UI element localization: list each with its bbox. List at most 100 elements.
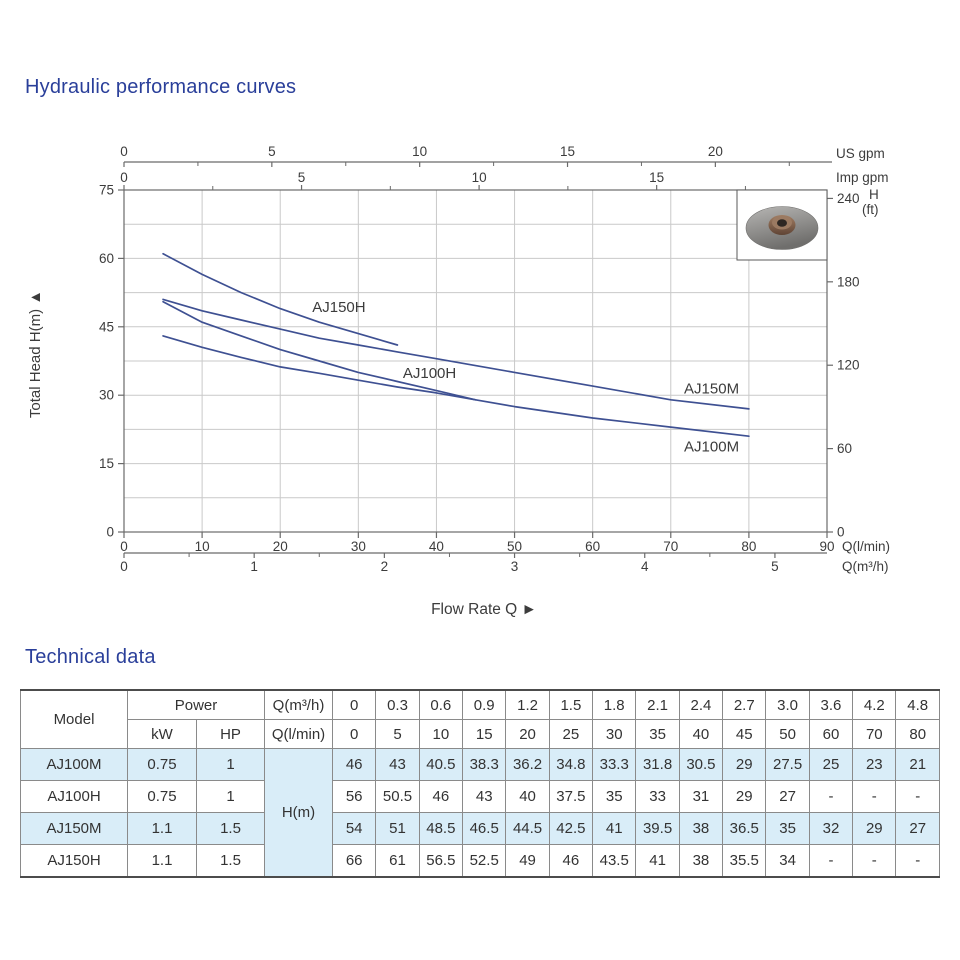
h-value: 51 bbox=[375, 812, 420, 845]
h-value: 23 bbox=[852, 748, 897, 781]
x-tick-label-lpm: 60 bbox=[585, 539, 600, 554]
h-value: 33 bbox=[635, 780, 680, 813]
x-tick-label-m3h: 1 bbox=[250, 559, 258, 574]
x-tick-label-lpm: 50 bbox=[507, 539, 522, 554]
h-value: 46 bbox=[548, 844, 594, 878]
x-tick-label-usgpm: 15 bbox=[560, 144, 575, 159]
q-lmin-value: 40 bbox=[678, 719, 724, 749]
x-tick-label-impgpm: 15 bbox=[649, 170, 664, 185]
h-value: 31 bbox=[678, 780, 724, 813]
h-value: 29 bbox=[722, 780, 767, 813]
q-m3h-value: 2.1 bbox=[635, 689, 680, 720]
x-axis-label-lpm: Q(l/min) bbox=[842, 539, 890, 554]
y-axis-title: Total Head H(m) ▲ bbox=[27, 290, 44, 418]
q-m3h-value: 2.4 bbox=[678, 689, 724, 720]
kw-cell: 0.75 bbox=[127, 780, 197, 813]
q-lmin-value: 25 bbox=[548, 719, 594, 749]
h-value: 43 bbox=[375, 748, 420, 781]
h-value: 36.2 bbox=[505, 748, 550, 781]
h-value: 46 bbox=[331, 748, 377, 781]
q-lmin-value: 0 bbox=[331, 719, 377, 749]
x-tick-label-m3h: 5 bbox=[771, 559, 779, 574]
table-header-row: Model Power Q(m³/h) 0 0.3 0.6 0.9 1.2 1.5 1.8 2.1 2… bbox=[20, 689, 940, 749]
h-value: 46 bbox=[418, 780, 464, 813]
h-value: 41 bbox=[592, 812, 637, 845]
h-value: 35.5 bbox=[722, 844, 767, 878]
curve-label-AJ100M: AJ100M bbox=[684, 438, 739, 455]
q-m3h-value: 0 bbox=[331, 689, 377, 720]
x-tick-label-m3h: 0 bbox=[120, 559, 128, 574]
h-value: 21 bbox=[895, 748, 940, 781]
q-m3h-value: 2.7 bbox=[722, 689, 767, 720]
table-row-AJ150M: AJ150M 1.1 1.5 54 51 48.5 46.5 44.5 42.5 41 39.5 38… bbox=[20, 812, 940, 845]
y-axis-label-h: H bbox=[869, 187, 879, 202]
h-value: 43 bbox=[462, 780, 507, 813]
x-tick-label-lpm: 30 bbox=[351, 539, 366, 554]
h-value: 30.5 bbox=[678, 748, 724, 781]
impeller-hub bbox=[768, 215, 796, 235]
h-value: 36.5 bbox=[722, 812, 767, 845]
h-value: - bbox=[895, 844, 940, 878]
q-lmin-value: 5 bbox=[375, 719, 420, 749]
q-lmin-value: 35 bbox=[635, 719, 680, 749]
h-value: 50.5 bbox=[375, 780, 420, 813]
y-tick-label-m: 45 bbox=[99, 319, 114, 334]
h-value: 42.5 bbox=[548, 812, 594, 845]
table-section-title: Technical data bbox=[25, 646, 156, 668]
impeller-photo bbox=[745, 206, 819, 250]
h-value: 41 bbox=[635, 844, 680, 878]
h-value: 66 bbox=[331, 844, 377, 878]
technical-data-table: Model Power Q(m³/h) 0 0.3 0.6 0.9 1.2 1.5 1.8 2.1 2… bbox=[20, 689, 940, 878]
curve-AJ150H bbox=[162, 252, 399, 346]
q-lmin-value: 20 bbox=[505, 719, 550, 749]
h-value: 35 bbox=[765, 812, 810, 845]
kw-cell: 1.1 bbox=[127, 844, 197, 878]
y-axis-label-ft: (ft) bbox=[862, 202, 879, 217]
h-value: 48.5 bbox=[418, 812, 464, 845]
q-lmin-value: 50 bbox=[765, 719, 810, 749]
q-m3h-value: 1.5 bbox=[548, 689, 594, 720]
h-value: 56 bbox=[331, 780, 377, 813]
model-cell: AJ150H bbox=[20, 844, 128, 878]
curve-AJ150M bbox=[162, 298, 750, 410]
h-value: 34.8 bbox=[548, 748, 594, 781]
impeller-hub-hole bbox=[777, 219, 787, 227]
technical-data-table-wrap: Model Power Q(m³/h) 0 0.3 0.6 0.9 1.2 1.5 1.8 2.1 2… bbox=[20, 689, 940, 878]
q-lmin-value: 80 bbox=[895, 719, 940, 749]
x-tick-label-usgpm: 10 bbox=[412, 144, 427, 159]
x-axis-label-m3h: Q(m³/h) bbox=[842, 559, 889, 574]
x-tick-label-impgpm: 5 bbox=[298, 170, 306, 185]
q-m3h-value: 3.6 bbox=[808, 689, 854, 720]
y-tick-label-ft: 60 bbox=[837, 441, 852, 456]
hp-cell: 1 bbox=[196, 748, 265, 781]
kw-cell: 1.1 bbox=[127, 812, 197, 845]
q-m3h-value: 0.3 bbox=[375, 689, 420, 720]
q-m3h-value: 0.6 bbox=[418, 689, 464, 720]
h-value: 56.5 bbox=[418, 844, 464, 878]
h-value: - bbox=[808, 780, 854, 813]
hp-cell: 1 bbox=[196, 780, 265, 813]
x-tick-label-m3h: 2 bbox=[381, 559, 389, 574]
h-value: 39.5 bbox=[635, 812, 680, 845]
h-value: 29 bbox=[722, 748, 767, 781]
q-m3h-value: 3.0 bbox=[765, 689, 810, 720]
x-tick-label-impgpm: 10 bbox=[472, 170, 487, 185]
q-lmin-value: 70 bbox=[852, 719, 897, 749]
h-value: 33.3 bbox=[592, 748, 637, 781]
curve-AJ100H bbox=[162, 300, 477, 401]
h-value: 43.5 bbox=[592, 844, 637, 878]
model-cell: AJ100M bbox=[20, 748, 128, 781]
h-value: 32 bbox=[808, 812, 854, 845]
x-tick-label-lpm: 40 bbox=[429, 539, 444, 554]
q-lmin-value: 15 bbox=[462, 719, 507, 749]
header-hp: HP bbox=[196, 719, 265, 749]
h-value: 52.5 bbox=[462, 844, 507, 878]
x-tick-label-lpm: 70 bbox=[663, 539, 678, 554]
q-m3h-value: 1.8 bbox=[592, 689, 637, 720]
curve-label-AJ150M: AJ150M bbox=[684, 380, 739, 397]
plot-border bbox=[123, 189, 828, 533]
impeller-hub-top bbox=[772, 215, 792, 230]
h-value: 35 bbox=[592, 780, 637, 813]
model-cell: AJ100H bbox=[20, 780, 128, 813]
